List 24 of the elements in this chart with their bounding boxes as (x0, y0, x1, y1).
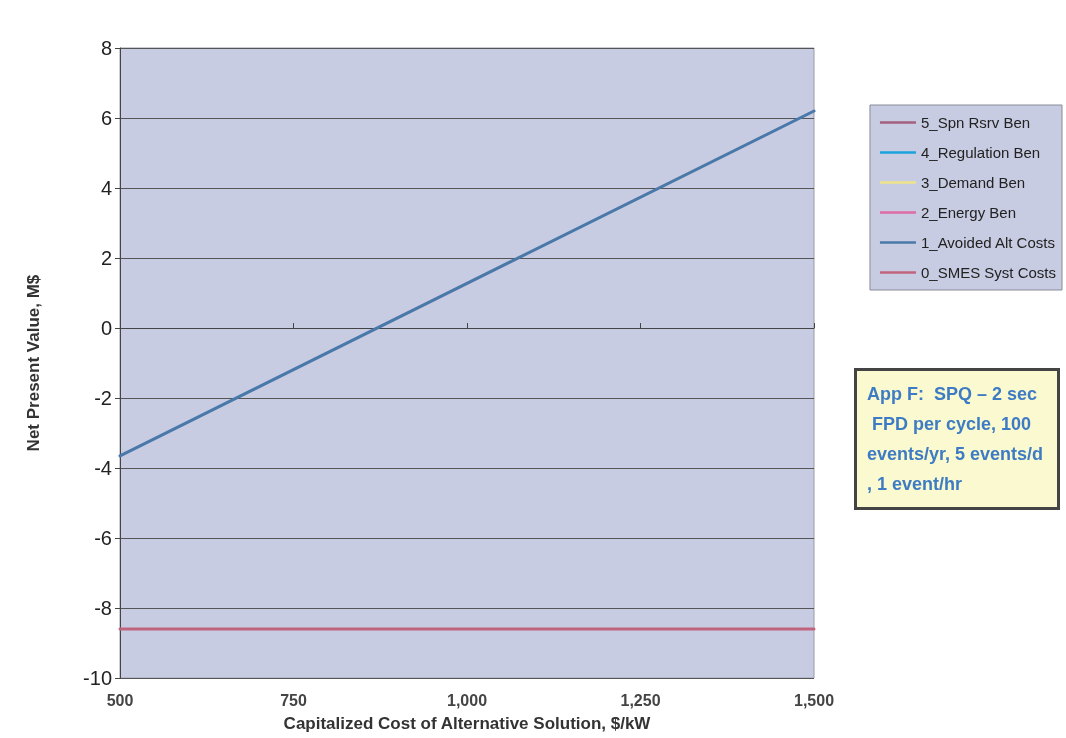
x-tick-label: 1,500 (793, 691, 835, 709)
text: App F: SPQ – 2 sec FPD per cycle, 100 events/yr, 5 events/d, 1 event/hr (867, 384, 1044, 494)
y-tick-label: -2 (94, 387, 112, 410)
legend-label: 3_Demand Ben (920, 174, 1026, 191)
x-axis-title: Capitalized Cost of Alternative Solution, $/kW (283, 713, 652, 733)
x-tick-label: 500 (106, 691, 134, 709)
legend-label: 0_SMES Syst Costs (920, 264, 1056, 281)
legend-label: 1_Avoided Alt Costs (920, 234, 1055, 251)
y-tick-label: 6 (100, 107, 112, 130)
x-tick-label: 1,250 (620, 691, 661, 709)
x-tick-label: 750 (280, 691, 307, 709)
y-tick-label: -4 (94, 457, 112, 480)
y-tick-label: 4 (100, 177, 112, 200)
y-tick-label: 8 (100, 37, 112, 59)
legend-label: 5_Spn Rsrv Ben (920, 114, 1031, 131)
y-tick-label: 2 (100, 247, 112, 270)
x-tick-label: 1,000 (446, 691, 488, 709)
y-tick-label: -10 (83, 667, 112, 690)
y-tick-label: 0 (100, 317, 112, 340)
y-tick-label: -6 (94, 527, 112, 550)
y-tick-label: -8 (94, 597, 112, 620)
legend-label: 2_Energy Ben (920, 204, 1017, 221)
y-axis-title: Net Present Value, M$ (24, 274, 43, 452)
legend-label: 4_Regulation Ben (920, 144, 1041, 161)
